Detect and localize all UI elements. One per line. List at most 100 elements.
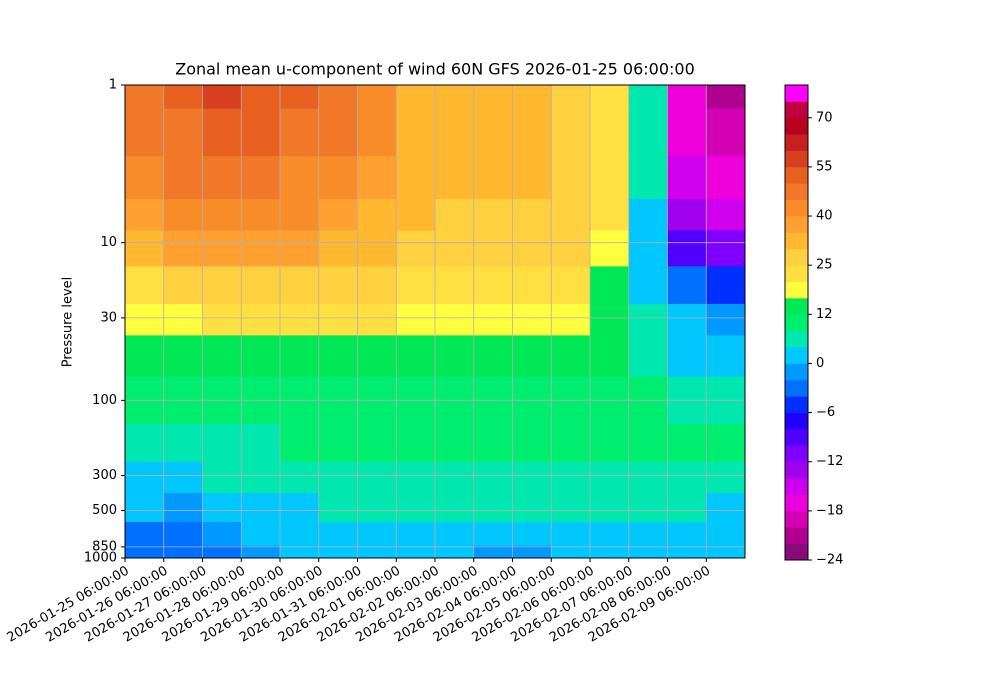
field-cell bbox=[590, 266, 630, 305]
field-cell bbox=[125, 156, 165, 200]
field-cell bbox=[628, 424, 668, 463]
field-cell bbox=[357, 266, 397, 305]
field-cell bbox=[318, 156, 358, 200]
field-cell bbox=[435, 304, 475, 336]
field-cell bbox=[357, 156, 397, 200]
colorbar-tick-label: 12 bbox=[816, 307, 833, 322]
field-cell bbox=[396, 461, 436, 494]
field-cell bbox=[512, 85, 552, 110]
field-cell bbox=[435, 266, 475, 305]
field-cell bbox=[357, 230, 397, 267]
field-cell bbox=[163, 493, 203, 523]
field-cell bbox=[473, 335, 513, 378]
field-cell bbox=[318, 522, 358, 547]
field-cell bbox=[628, 522, 668, 547]
field-cell bbox=[241, 199, 281, 231]
colorbar-segment bbox=[785, 445, 808, 463]
colorbar-tick-label: −24 bbox=[816, 553, 843, 568]
field-cell bbox=[280, 230, 320, 267]
field-cell bbox=[628, 493, 668, 523]
field-cell bbox=[163, 266, 203, 305]
field-cell bbox=[667, 545, 707, 559]
field-cell bbox=[435, 199, 475, 231]
field-cell bbox=[318, 230, 358, 267]
colorbar-segment bbox=[785, 428, 808, 446]
field-cell bbox=[125, 493, 165, 523]
field-cell bbox=[473, 461, 513, 494]
colorbar-tick-label: 55 bbox=[816, 159, 833, 174]
y-tick-label: 10 bbox=[100, 235, 117, 250]
field-cell bbox=[241, 108, 281, 157]
field-cell bbox=[628, 108, 668, 157]
y-tick-label: 500 bbox=[92, 503, 117, 518]
field-cell bbox=[396, 335, 436, 378]
field-cell bbox=[435, 545, 475, 559]
field-cell bbox=[280, 461, 320, 494]
field-cell bbox=[163, 335, 203, 378]
colorbar-segment bbox=[785, 248, 808, 266]
field-cell bbox=[551, 230, 591, 267]
field-cell bbox=[706, 108, 746, 157]
field-cell bbox=[280, 335, 320, 378]
field-cell bbox=[163, 522, 203, 547]
field-cell bbox=[628, 230, 668, 267]
field-cell bbox=[628, 199, 668, 231]
colorbar-segment bbox=[785, 265, 808, 282]
field-cell bbox=[473, 266, 513, 305]
field-cell bbox=[590, 522, 630, 547]
field-cell bbox=[667, 199, 707, 231]
colorbar-segment bbox=[785, 117, 808, 135]
field-cell bbox=[590, 304, 630, 336]
field-cell bbox=[551, 461, 591, 494]
colorbar-segment bbox=[785, 461, 808, 479]
field-cell bbox=[357, 335, 397, 378]
field-cell bbox=[396, 266, 436, 305]
field-cell bbox=[280, 156, 320, 200]
colorbar-segment bbox=[785, 134, 808, 151]
field-cell bbox=[241, 335, 281, 378]
field-cell bbox=[706, 85, 746, 110]
field-cell bbox=[512, 522, 552, 547]
colorbar-tick-label: 40 bbox=[816, 209, 833, 224]
field-cell bbox=[512, 424, 552, 463]
field-cell bbox=[706, 424, 746, 463]
field-cell bbox=[357, 545, 397, 559]
field-cell bbox=[202, 156, 242, 200]
field-cell bbox=[667, 108, 707, 157]
field-cell bbox=[202, 493, 242, 523]
field-cell bbox=[241, 461, 281, 494]
field-cell bbox=[163, 108, 203, 157]
field-cell bbox=[202, 522, 242, 547]
field-cell bbox=[318, 304, 358, 336]
field-cell bbox=[473, 304, 513, 336]
field-cell bbox=[590, 424, 630, 463]
field-cell bbox=[628, 266, 668, 305]
field-cell bbox=[512, 108, 552, 157]
field-cell bbox=[280, 493, 320, 523]
field-cell bbox=[357, 199, 397, 231]
field-cell bbox=[435, 461, 475, 494]
field-cell bbox=[473, 545, 513, 559]
field-cell bbox=[473, 108, 513, 157]
field-cell bbox=[280, 545, 320, 559]
colorbar-segment bbox=[785, 363, 808, 381]
colorbar-segment bbox=[785, 101, 808, 119]
field-cell bbox=[473, 493, 513, 523]
field-cell bbox=[318, 461, 358, 494]
field-cell bbox=[551, 108, 591, 157]
colorbar-segment bbox=[785, 297, 808, 315]
field-cell bbox=[667, 424, 707, 463]
colorbar-segment bbox=[785, 183, 808, 201]
field-cell bbox=[280, 424, 320, 463]
field-cell bbox=[202, 266, 242, 305]
field-cell bbox=[590, 108, 630, 157]
field-cell bbox=[667, 230, 707, 267]
field-cell bbox=[551, 156, 591, 200]
field-cell bbox=[473, 522, 513, 547]
field-cell bbox=[280, 199, 320, 231]
field-cell bbox=[241, 545, 281, 559]
field-cell bbox=[163, 304, 203, 336]
field-cell bbox=[241, 266, 281, 305]
colorbar-segment bbox=[785, 412, 808, 430]
